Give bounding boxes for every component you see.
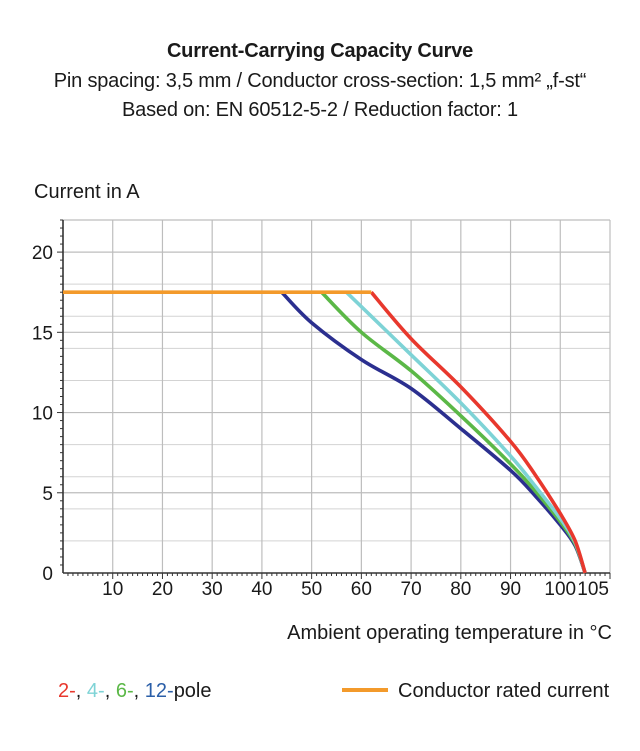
x-tick-label: 60 [351,579,372,600]
legend-separator: , [133,680,145,702]
x-tick-label: 10 [102,579,123,600]
x-axis-label: Ambient operating temperature in °C [287,622,612,644]
chart-subtitle-spacing: Pin spacing: 3,5 mm / Conductor cross-se… [53,70,587,92]
y-tick-label: 0 [42,564,53,585]
y-axis-label: Current in A [34,181,140,203]
x-tick-label: 100 [544,579,576,600]
series-line-12-pole [280,290,587,574]
series-line-2-pole [369,291,587,574]
legend-pole-2: 2- [58,680,76,702]
legend-pole-text: pole [173,680,212,702]
x-tick-label: 40 [251,579,272,600]
legend-separator: , [104,680,116,702]
legend-rated-label: Conductor rated current [398,680,610,702]
y-tick-label: 20 [32,243,53,264]
legend-separator: , [75,680,87,702]
y-tick-label: 10 [32,404,53,425]
chart-subtitle-standard: Based on: EN 60512-5-2 / Reduction facto… [122,99,518,121]
x-tick-label: 90 [500,579,521,600]
x-tick-label: 70 [401,579,422,600]
legend-poles: 2-, 4-, 6-, 12-pole [58,680,212,703]
y-tick-label: 5 [42,484,53,505]
legend-rated-swatch [342,687,388,692]
legend-rated-current: Conductor rated current [342,680,609,703]
x-tick-label: 80 [450,579,471,600]
y-tick-label: 15 [32,323,53,344]
legend-pole-12: 12 [144,680,168,702]
x-tick-label: 30 [202,579,223,600]
legend-pole-6: 6- [115,680,134,702]
x-tick-label: 105 [577,579,609,600]
legend-pole-12-dash: - [167,680,174,702]
x-tick-label: 50 [301,579,322,600]
x-tick-label: 20 [152,579,173,600]
legend-pole-4: 4- [86,680,105,702]
chart-title: Current-Carrying Capacity Curve [166,40,474,62]
